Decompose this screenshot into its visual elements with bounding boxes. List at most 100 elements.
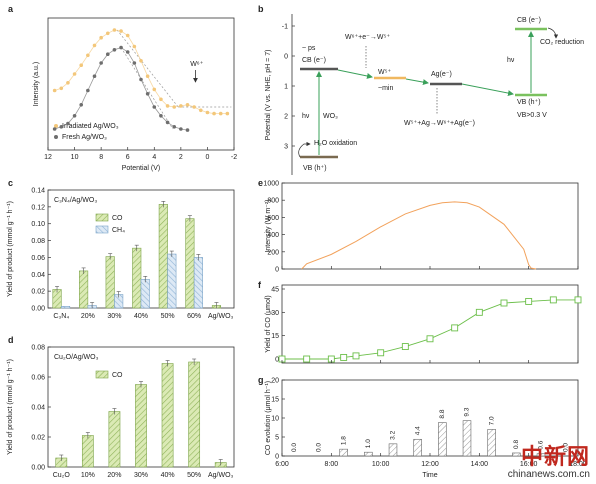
panel-c-xtick-label: C₃N₄ <box>53 313 69 320</box>
panel-a-xtick-label: 2 <box>179 154 183 161</box>
panel-g-xtick-label: 10:00 <box>372 461 390 468</box>
panel-a-point-irradiated <box>86 53 90 58</box>
panel-a-ylabel: Intensity (a.u.) <box>33 62 40 106</box>
panel-f-letter: f <box>258 280 262 290</box>
panel-g-xtick-label: 18:00 <box>569 461 587 468</box>
panel-d-bar <box>188 361 201 468</box>
panel-f-frame <box>281 284 579 364</box>
panel-d-bar <box>135 384 147 468</box>
panel-c-xtick-label: 40% <box>134 313 148 320</box>
panel-a-point-irradiated <box>119 29 123 33</box>
panel-f-point <box>451 324 459 332</box>
panel-a-point-fresh <box>152 105 157 109</box>
panel-f-ylabel: Yield of CO (μmol) <box>265 295 272 352</box>
watermark-url: chinanews.com.cn <box>507 469 590 480</box>
panel-d-bar <box>161 363 174 468</box>
panel-b-cb2-label: CB (e⁻) <box>517 17 541 24</box>
panel-a-point-irradiated <box>159 97 163 102</box>
panel-a-letter: a <box>8 4 14 14</box>
panel-d-letter: d <box>8 335 14 345</box>
panel-b-vb-note: VB>0.3 V <box>517 112 547 119</box>
panel-a-point-irradiated <box>152 87 157 92</box>
panel-c-bar <box>132 247 142 309</box>
panel-a-point-irradiated <box>125 33 130 38</box>
panel-a-point-irradiated <box>145 74 150 78</box>
panel-b-h2o-arrow <box>298 141 311 158</box>
panel-e-ytick-label: 400 <box>267 232 279 239</box>
panel-a-point-irradiated <box>99 35 103 40</box>
panel-d-legend-swatch <box>95 370 109 379</box>
panel-c-ytick-label: 0.10 <box>31 221 45 228</box>
panel-g-letter: g <box>258 375 264 385</box>
panel-g-ytick-label: 20 <box>271 378 279 385</box>
panel-a-point-irradiated <box>79 63 84 67</box>
panel-d-bar <box>81 435 94 468</box>
panel-a-xtick-label: 10 <box>71 154 79 161</box>
panel-d-xtick-label: 40% <box>161 472 175 479</box>
panel-a-point-irradiated <box>185 103 190 107</box>
panel-d-ylabel: Yield of product (mmol g⁻¹ h⁻¹) <box>7 359 14 455</box>
panel-a-point-irradiated <box>132 44 137 49</box>
panel-f-point <box>401 343 409 351</box>
panel-e-letter: e <box>258 178 263 188</box>
panel-e-ytick-label: 200 <box>267 249 279 256</box>
panel-f-point <box>340 353 348 361</box>
panel-g-bar <box>413 438 422 457</box>
panel-c-bar <box>185 218 195 309</box>
panel-g-ytick-label: 10 <box>271 416 279 423</box>
panel-d-ytick-label: 0.06 <box>31 375 45 382</box>
panel-b-letter: b <box>258 4 264 14</box>
panel-c-legend-label: CO <box>112 215 123 222</box>
panel-b-hv2: hν <box>507 57 515 64</box>
panel-g-xtick-label: 8:00 <box>325 461 339 468</box>
panel-a-point-irradiated <box>218 111 223 116</box>
panel-c-xtick-label: 50% <box>161 313 175 320</box>
panel-d-ytick-label: 0.08 <box>31 345 45 352</box>
panel-a-xtick-label: 0 <box>205 154 209 161</box>
panel-a-point-irradiated <box>139 59 143 63</box>
panel-e-ylabel: Intensity (W m⁻²) <box>265 199 272 252</box>
panel-c-title: C₃N₄/Ag/WO₃ <box>54 197 97 204</box>
panel-c-ytick-label: 0.04 <box>31 272 45 279</box>
panel-e-ytick-label: 800 <box>267 198 279 205</box>
panel-b-hv: hν <box>302 113 310 120</box>
panel-a-point-irradiated <box>179 104 183 108</box>
panel-a-point-irradiated <box>198 108 203 113</box>
panel-c-bar <box>193 257 203 309</box>
panel-d-xtick-label: 20% <box>107 472 121 479</box>
panel-g-value-label: 8.8 <box>439 409 446 418</box>
panel-a-point-irradiated <box>165 104 170 108</box>
panel-a-point-irradiated <box>212 111 216 116</box>
panel-b-h2o: H₂O oxidation <box>314 140 357 147</box>
panel-b-co2: CO₂ reduction <box>540 39 584 46</box>
panel-a-point-irradiated <box>172 105 177 109</box>
panel-g-value-label: 0.6 <box>538 440 545 449</box>
panel-a-point-fresh <box>185 128 190 132</box>
panel-c-xtick-label: 20% <box>81 313 95 320</box>
panel-a-point-irradiated <box>105 31 110 36</box>
panel-b-wo3: WO₃ <box>323 113 338 120</box>
panel-a-guide <box>116 29 179 108</box>
panel-a-legend-label: Fresh Ag/WO₃ <box>62 134 107 141</box>
panel-f-point <box>475 308 483 316</box>
panel-b-ps: ~ ps <box>302 45 316 52</box>
panel-f-ytick-label: 45 <box>271 287 279 294</box>
panel-a-point-irradiated <box>72 72 77 76</box>
panel-a-point-irradiated <box>205 110 210 115</box>
panel-a-point-fresh <box>145 92 150 96</box>
panel-d-xtick-label: 30% <box>134 472 148 479</box>
panel-f-point <box>377 349 385 357</box>
panel-b-ag-label: Ag(e⁻) <box>431 71 452 78</box>
panel-b-reaction-2: W⁵⁺+Ag→W⁶⁺+Ag(e⁻) <box>404 120 475 127</box>
panel-b-w5-label: W⁵⁺ <box>378 69 392 76</box>
panel-g-ylabel: CO evolution (μmol h⁻¹) <box>265 381 272 455</box>
panel-d-xtick-label: 10% <box>81 472 95 479</box>
panel-f-point <box>574 296 582 304</box>
panel-d-legend-label: CO <box>112 372 123 379</box>
panel-a-legend-marker <box>54 124 58 128</box>
panel-d-xtick-label: Cu₂O <box>53 472 71 479</box>
panel-a-xlabel: Potential (V) <box>122 165 161 172</box>
panel-g-bar <box>512 452 521 457</box>
